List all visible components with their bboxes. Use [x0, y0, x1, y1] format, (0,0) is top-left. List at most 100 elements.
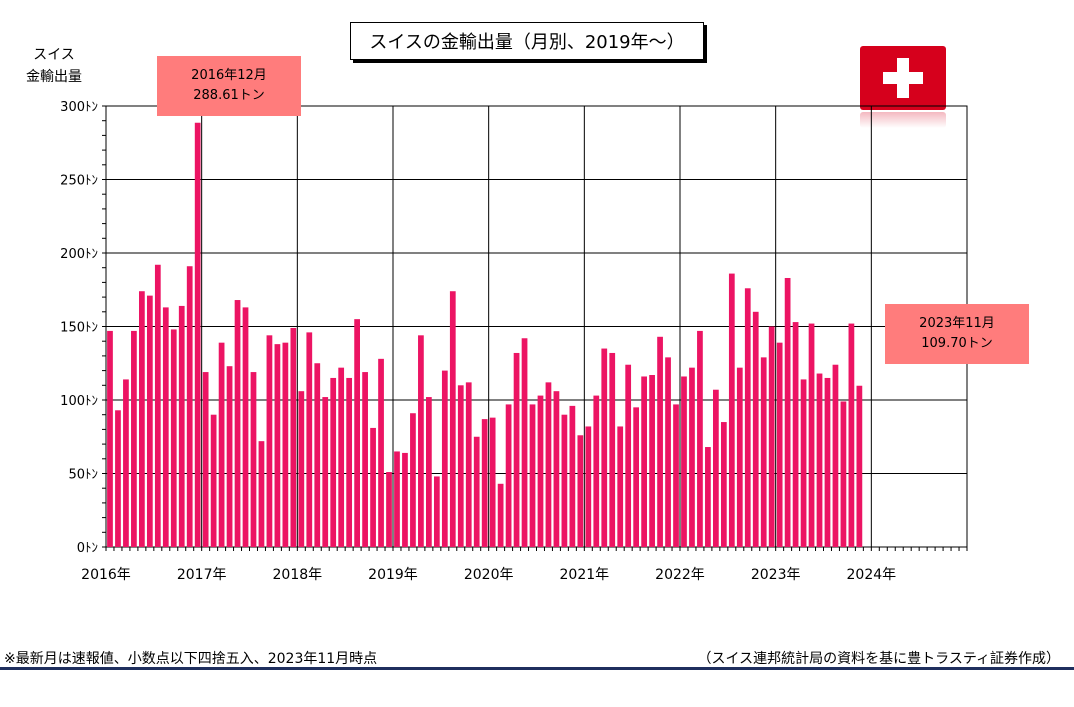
bar — [178, 305, 185, 547]
bar — [577, 435, 584, 547]
bar — [115, 410, 121, 547]
bar — [529, 404, 536, 547]
latest-callout: 2023年11月 109.70トン — [885, 304, 1029, 364]
y-axis-label-line-2: 金輸出量 — [26, 69, 82, 85]
bar — [330, 377, 337, 547]
bottom-rule — [0, 667, 1074, 670]
y-axis-label: スイス 金輸出量 — [14, 44, 94, 88]
bar — [673, 404, 679, 547]
bar — [378, 358, 384, 547]
bar — [154, 264, 161, 547]
peak-callout-date: 2016年12月 — [191, 68, 267, 83]
bar — [617, 426, 624, 547]
bar — [736, 367, 743, 547]
bar — [449, 291, 456, 547]
bar — [131, 330, 137, 547]
x-year-label: 2023年 — [751, 567, 801, 583]
source-note: （スイス連邦統計局の資料を基に豊トラスティ証券作成） — [697, 651, 1060, 667]
bar — [394, 451, 400, 547]
bar — [744, 288, 751, 547]
bar — [218, 342, 225, 547]
bar — [234, 300, 241, 547]
bar — [274, 344, 281, 547]
bar — [840, 401, 847, 547]
x-year-label: 2021年 — [560, 567, 610, 583]
bar — [824, 377, 831, 547]
bar — [473, 436, 480, 547]
bar — [569, 405, 576, 547]
bar — [489, 417, 496, 547]
bar — [370, 427, 376, 547]
bar — [561, 414, 568, 547]
footnote: ※最新月は速報値、小数点以下四捨五入、2023年11月時点 — [4, 651, 378, 667]
peak-callout-value: 288.61トン — [193, 88, 265, 103]
bar — [657, 336, 663, 547]
bar — [816, 373, 823, 547]
bar — [705, 447, 711, 547]
bar — [792, 322, 799, 547]
bar — [689, 367, 695, 547]
bar — [210, 414, 217, 547]
bar — [505, 404, 512, 547]
bar — [800, 379, 807, 547]
bar — [728, 273, 735, 547]
bar — [856, 385, 863, 547]
bar — [497, 483, 504, 547]
x-year-label: 2017年 — [177, 567, 227, 583]
bar — [481, 419, 488, 547]
bar — [553, 391, 560, 547]
bar — [146, 295, 153, 547]
x-year-label: 2022年 — [655, 567, 705, 583]
bar — [593, 395, 600, 547]
bar — [465, 382, 472, 547]
y-tick-label: 150ﾄﾝ — [60, 321, 98, 336]
bar — [537, 395, 544, 547]
y-tick-label: 0ﾄﾝ — [77, 541, 98, 556]
bar — [426, 397, 432, 547]
bar — [123, 379, 129, 547]
bar — [752, 311, 759, 547]
bar — [609, 352, 616, 547]
x-year-label: 2016年 — [81, 567, 131, 583]
bar — [433, 476, 440, 547]
bar — [410, 413, 416, 547]
bar — [768, 326, 775, 547]
bar — [760, 357, 767, 547]
bar — [306, 332, 313, 547]
bar — [720, 422, 727, 547]
bar — [832, 364, 839, 547]
bar — [521, 338, 528, 547]
bar — [354, 319, 360, 547]
bar — [386, 472, 392, 547]
bar — [665, 357, 671, 547]
y-tick-label: 200ﾄﾝ — [60, 247, 98, 262]
bar — [441, 370, 448, 547]
bar — [697, 330, 703, 547]
bar — [258, 441, 265, 547]
x-year-label: 2024年 — [847, 567, 897, 583]
bar — [170, 329, 177, 547]
latest-callout-date: 2023年11月 — [919, 316, 995, 331]
bar — [162, 307, 169, 547]
swiss-flag-reflection — [860, 112, 946, 128]
bar — [776, 342, 783, 547]
peak-callout: 2016年12月 288.61トン — [157, 56, 301, 116]
bar — [282, 342, 289, 547]
bar — [139, 291, 145, 547]
bar — [194, 122, 201, 548]
bar — [186, 266, 193, 547]
y-tick-label: 100ﾄﾝ — [60, 394, 98, 409]
bar — [649, 375, 655, 547]
bar — [633, 407, 640, 547]
y-tick-label: 250ﾄﾝ — [60, 174, 98, 189]
bar — [107, 330, 113, 547]
bar — [362, 372, 368, 547]
bar — [641, 376, 647, 547]
bar — [322, 397, 329, 547]
bar — [784, 277, 791, 547]
bar — [418, 335, 424, 547]
bar — [346, 377, 353, 547]
bar — [601, 348, 608, 547]
y-tick-label: 300ﾄﾝ — [60, 100, 98, 115]
